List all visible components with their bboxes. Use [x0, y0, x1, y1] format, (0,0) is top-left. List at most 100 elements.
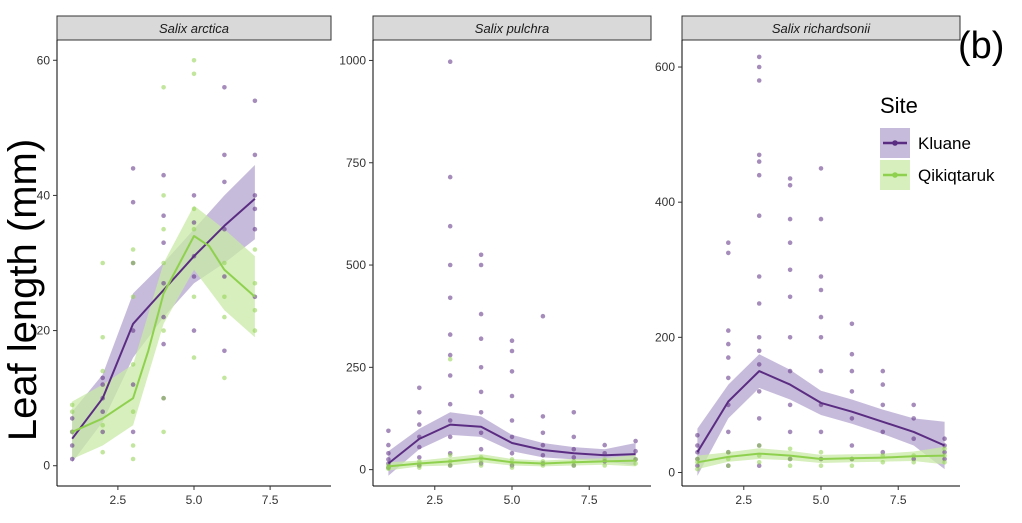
data-point-kluane: [787, 429, 793, 435]
data-point-kluane: [695, 433, 700, 438]
data-point-kluane: [447, 332, 453, 337]
data-point-qikiqtaruk: [100, 260, 105, 266]
data-point-kluane: [787, 176, 793, 181]
legend-key-point: [892, 172, 898, 178]
data-point-kluane: [726, 341, 731, 347]
data-point-kluane: [818, 287, 824, 293]
data-point-qikiqtaruk: [478, 463, 484, 468]
data-point-qikiqtaruk: [509, 457, 515, 462]
data-point-qikiqtaruk: [756, 460, 762, 465]
x-tick-label: 7.5: [890, 493, 907, 507]
data-point-qikiqtaruk: [509, 465, 515, 470]
data-point-kluane: [849, 321, 855, 327]
data-point-qikiqtaruk: [571, 463, 577, 468]
data-point-qikiqtaruk: [942, 460, 947, 465]
data-point-qikiqtaruk: [447, 453, 453, 458]
data-point-qikiqtaruk: [100, 449, 105, 455]
data-point-kluane: [695, 463, 700, 469]
data-point-qikiqtaruk: [849, 463, 855, 469]
data-point-kluane: [386, 428, 391, 434]
data-point-kluane: [447, 401, 453, 407]
data-point-kluane: [756, 335, 762, 340]
data-point-kluane: [849, 368, 855, 374]
data-point-kluane: [756, 362, 762, 367]
data-point-kluane: [478, 410, 484, 415]
y-tick-label: 400: [655, 195, 675, 209]
data-point-kluane: [787, 240, 793, 245]
data-point-qikiqtaruk: [222, 375, 227, 381]
data-point-kluane: [726, 429, 731, 435]
data-point-kluane: [756, 389, 762, 394]
data-point-kluane: [222, 152, 227, 158]
legend-label: Qikiqtaruk: [918, 166, 995, 185]
data-point-kluane: [911, 456, 916, 462]
data-point-kluane: [540, 414, 546, 419]
legend: Site Kluane Qikiqtaruk: [880, 93, 995, 190]
data-point-qikiqtaruk: [695, 466, 700, 472]
x-tick-label: 5.0: [504, 493, 521, 507]
x-tick-label: 2.5: [426, 493, 443, 507]
data-point-kluane: [386, 451, 391, 456]
data-point-qikiqtaruk: [252, 281, 258, 286]
data-point-kluane: [942, 436, 947, 442]
plot-area: [386, 59, 638, 476]
data-point-kluane: [478, 311, 484, 317]
legend-item-kluane: Kluane: [880, 128, 971, 158]
data-point-kluane: [417, 422, 422, 427]
y-tick-label: 40: [37, 188, 51, 202]
data-point-kluane: [726, 240, 731, 245]
data-point-qikiqtaruk: [478, 459, 484, 464]
data-point-qikiqtaruk: [191, 226, 197, 232]
data-point-kluane: [386, 457, 391, 462]
data-point-kluane: [540, 430, 546, 436]
data-point-kluane: [787, 267, 793, 273]
data-point-kluane: [571, 455, 577, 460]
data-point-qikiqtaruk: [161, 328, 166, 333]
data-point-kluane: [756, 172, 762, 178]
data-point-kluane: [849, 351, 855, 357]
data-point-kluane: [695, 443, 700, 448]
data-point-kluane: [880, 402, 886, 408]
data-point-kluane: [509, 369, 515, 374]
smooth-line-kluane: [696, 370, 946, 453]
data-point-kluane: [386, 442, 391, 448]
legend-key-point: [892, 140, 898, 146]
data-point-qikiqtaruk: [191, 206, 197, 212]
data-point-kluane: [849, 416, 855, 421]
data-point-kluane: [69, 456, 75, 462]
data-point-kluane: [726, 375, 731, 381]
data-point-kluane: [756, 416, 762, 421]
data-point-qikiqtaruk: [756, 443, 762, 448]
data-point-kluane: [633, 438, 638, 444]
data-point-kluane: [478, 262, 484, 268]
panel-salix-richardsonii: Salix richardsonii 0 200 400 600 2.5 5.0 7.5: [655, 15, 961, 507]
data-point-kluane: [818, 429, 824, 435]
data-point-kluane: [787, 294, 793, 300]
data-point-qikiqtaruk: [100, 422, 105, 428]
data-point-kluane: [942, 456, 947, 462]
data-point-qikiqtaruk: [252, 328, 258, 333]
y-tick-label: 0: [359, 463, 366, 477]
data-point-kluane: [818, 166, 824, 171]
data-point-qikiqtaruk: [633, 461, 638, 466]
x-tick-label: 7.5: [262, 493, 279, 507]
data-point-kluane: [222, 348, 227, 354]
data-point-qikiqtaruk: [726, 449, 731, 455]
data-point-qikiqtaruk: [69, 409, 75, 415]
data-point-qikiqtaruk: [161, 260, 166, 266]
data-point-qikiqtaruk: [161, 395, 166, 401]
data-point-kluane: [787, 402, 793, 408]
strip-title: Salix richardsonii: [772, 21, 871, 36]
data-point-kluane: [756, 54, 762, 60]
data-point-kluane: [509, 393, 515, 399]
ci-ribbon-kluane: [697, 354, 945, 476]
data-point-kluane: [787, 335, 793, 340]
data-point-kluane: [602, 442, 607, 448]
y-tick-label: 750: [346, 156, 366, 170]
data-point-qikiqtaruk: [911, 460, 916, 465]
y-tick-label: 500: [346, 258, 366, 272]
smooth-line-qikiqtaruk: [388, 457, 636, 468]
data-point-kluane: [191, 193, 197, 198]
data-point-kluane: [478, 389, 484, 395]
